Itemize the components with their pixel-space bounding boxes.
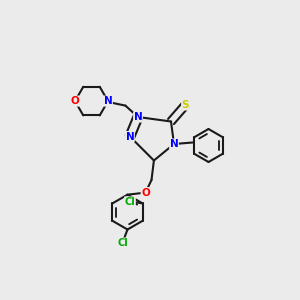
Text: N: N xyxy=(134,112,142,122)
Text: N: N xyxy=(169,139,178,149)
Text: Cl: Cl xyxy=(124,197,135,207)
Text: O: O xyxy=(141,188,150,198)
Text: N: N xyxy=(103,96,112,106)
Text: N: N xyxy=(125,131,134,142)
Text: O: O xyxy=(70,96,80,106)
Text: Cl: Cl xyxy=(118,238,128,248)
Text: S: S xyxy=(182,100,189,110)
